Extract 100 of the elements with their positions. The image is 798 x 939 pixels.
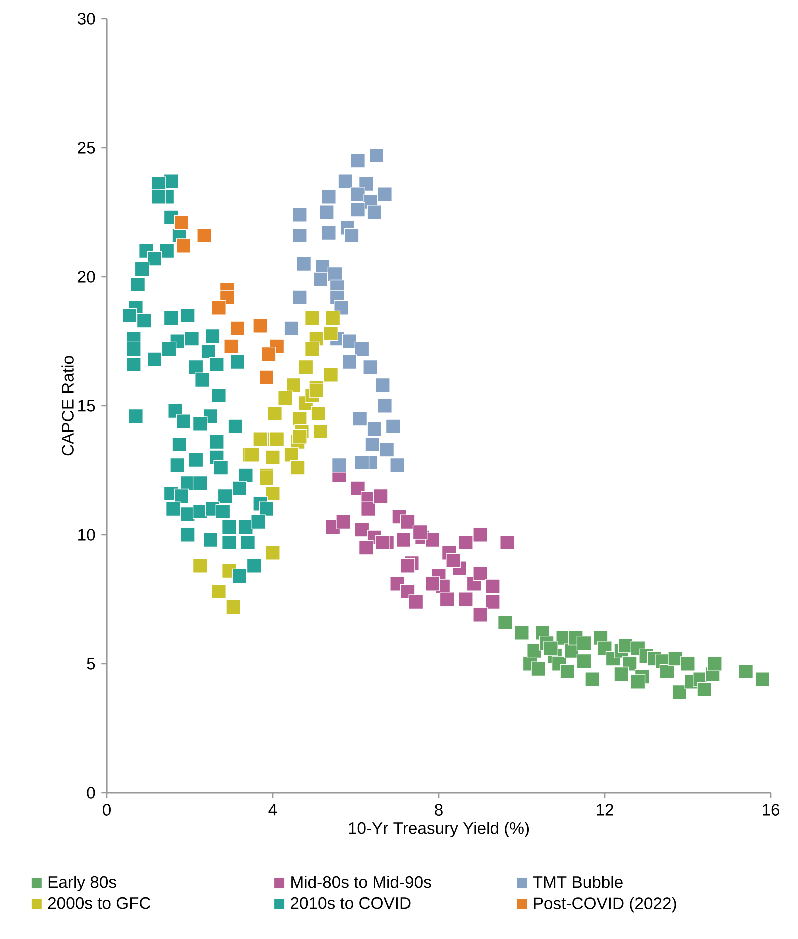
point [268,406,282,422]
point [354,455,370,470]
point [585,672,600,687]
point [197,228,212,244]
point [212,584,226,600]
point [473,566,488,582]
point [755,672,770,687]
point [322,190,336,204]
point [192,558,208,574]
point [305,342,320,357]
point [266,486,280,502]
point [174,215,190,230]
point [378,187,392,202]
point [292,411,308,426]
point [266,450,280,465]
point [284,321,300,336]
point [367,422,382,437]
point [290,460,306,476]
point [278,390,293,406]
point [350,481,366,496]
point [326,310,341,326]
y-tick-label: 25 [78,142,96,154]
point [697,682,712,698]
point [261,346,276,362]
point [354,522,370,538]
legend-label: Mid-80s to Mid-90s [292,876,432,888]
point [292,290,308,306]
point [344,228,360,244]
point [259,370,274,386]
point [500,535,515,550]
point [342,334,358,349]
point [408,594,424,610]
point [361,502,376,517]
x-tick-label: 12 [597,804,614,816]
point [284,448,300,462]
point [473,608,488,622]
point [425,576,440,592]
y-axis-title: CAPCE Ratio [62,356,74,456]
point [367,205,382,220]
legend-label: 2000s to GFC [48,897,151,910]
point [212,300,226,316]
point [224,339,239,354]
point [473,528,488,542]
point [369,148,384,164]
legend-label: Early 80s [48,876,116,892]
y-tick-label: 10 [78,529,96,541]
point [350,153,366,168]
point [296,256,312,272]
point [324,368,338,382]
legend-label: TMT Bubble [533,876,623,888]
point [560,664,576,680]
point [738,664,754,680]
point [440,592,455,607]
point [365,437,380,452]
legend-label: 2010s to COVID [291,897,411,910]
point [446,553,461,568]
point [458,592,474,607]
x-axis-title: 10-Yr Treasury Yield (%) [349,822,530,838]
point [313,272,328,287]
point [350,187,366,202]
x-tick-label: 16 [763,804,780,816]
point [354,342,370,357]
point [176,238,192,254]
point [266,546,280,560]
point [352,411,368,426]
point [458,535,474,550]
point [400,514,416,530]
point [324,326,338,342]
x-tick-label: 4 [268,804,278,816]
point [672,684,688,700]
point [305,310,320,326]
point [376,378,390,393]
point [486,579,500,594]
point [386,419,401,434]
point [630,674,646,690]
point [338,174,354,189]
point [396,532,412,548]
point [380,442,395,458]
point [342,354,358,370]
point [614,666,630,682]
point [376,535,390,550]
point [400,558,416,574]
x-tick-label: 0 [103,804,111,816]
point [531,662,546,677]
point [412,525,428,540]
point [544,641,558,656]
y-tick-label: 20 [78,271,96,283]
point [576,654,592,669]
point [425,532,440,548]
y-tick-label: 15 [78,400,96,412]
point [298,360,314,375]
point [390,458,405,473]
point [332,458,347,473]
point [660,664,675,680]
point [514,626,530,640]
point [313,424,328,440]
point [378,398,392,414]
point [358,540,374,556]
point [226,600,241,615]
point [322,226,336,241]
